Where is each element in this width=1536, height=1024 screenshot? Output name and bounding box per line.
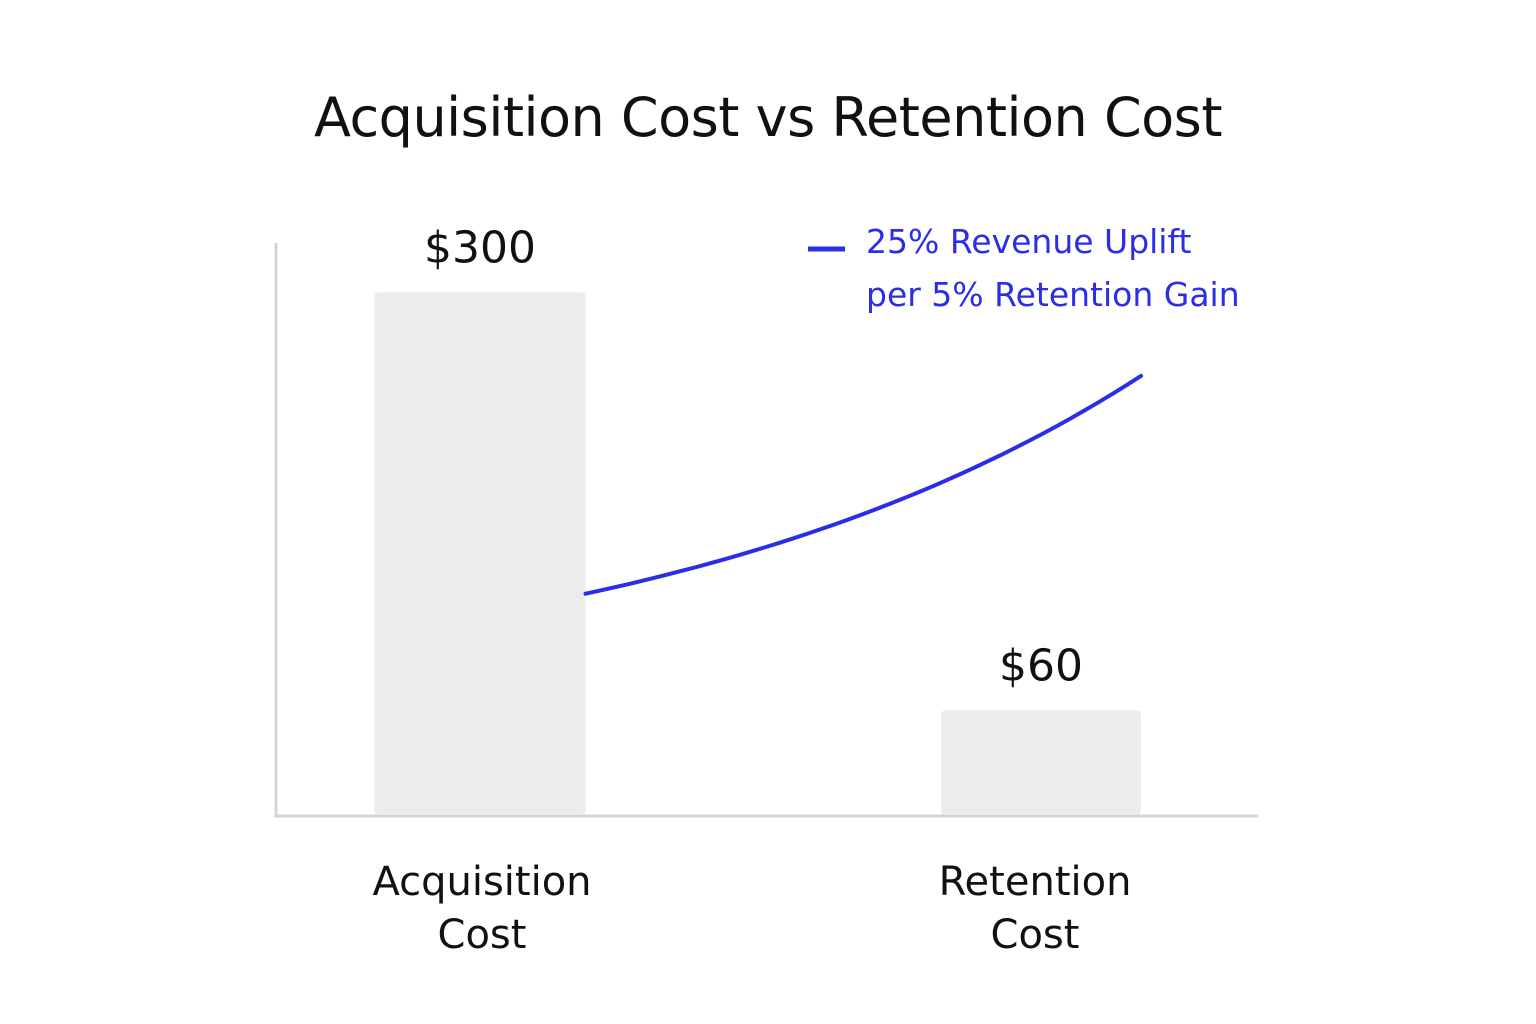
chart-title: Acquisition Cost vs Retention Cost: [314, 86, 1223, 149]
bar-0: [374, 292, 586, 816]
value-label-0: $300: [424, 222, 536, 273]
retention-uplift-line: [583, 373, 1143, 596]
legend-label-line-1: per 5% Retention Gain: [866, 275, 1240, 314]
category-label-1-line-0: Retention: [939, 859, 1132, 905]
category-label-0-line-0: Acquisition: [372, 859, 591, 905]
category-label-0-line-1: Cost: [438, 912, 527, 958]
value-label-1: $60: [999, 640, 1083, 691]
bar-1: [941, 710, 1141, 815]
legend-label-line-0: 25% Revenue Uplift: [866, 222, 1192, 261]
category-label-1-line-1: Cost: [991, 912, 1080, 958]
